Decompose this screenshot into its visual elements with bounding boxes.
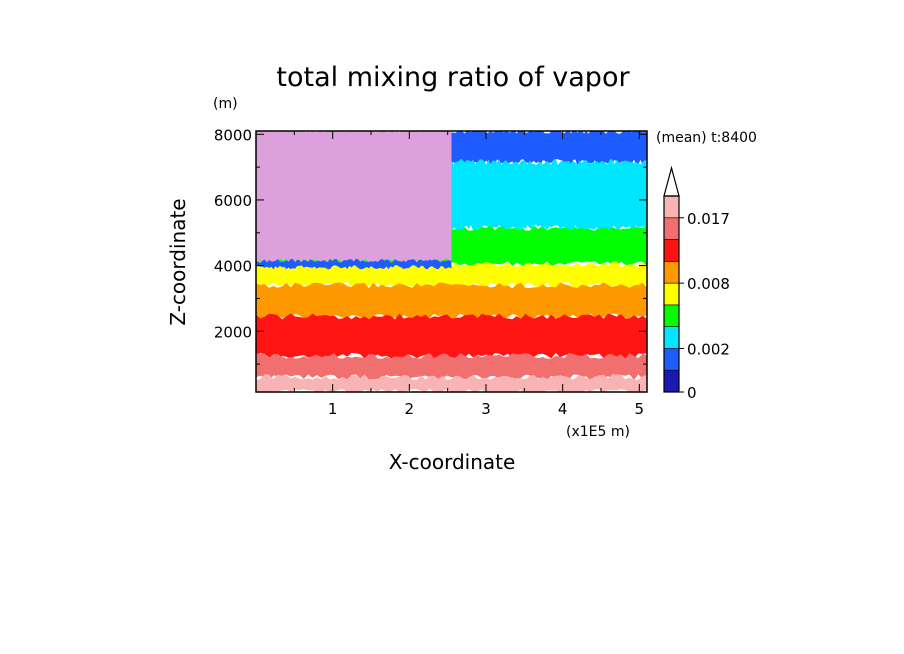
x-tick-label: 4 (558, 400, 568, 418)
colorbar-segment (663, 304, 680, 327)
contour-region (451, 159, 647, 231)
plot-area (256, 131, 647, 392)
contour-region (451, 131, 647, 166)
contour-band (256, 374, 647, 392)
contour-band (256, 282, 647, 320)
y-tick-label: 6000 (214, 192, 252, 210)
axes: 1 2 3 4 5 2000 4000 6000 8000 (214, 126, 648, 418)
y-units-label: (m) (213, 96, 238, 112)
contour-band (256, 313, 647, 359)
colorbar-segment (663, 282, 680, 306)
x-tick-label: 3 (481, 400, 491, 418)
contour-edge (256, 258, 452, 270)
x-axis-label: X-coordinate (389, 450, 516, 474)
colorbar-tick-label: 0.002 (687, 340, 730, 358)
colorbar-segment (663, 217, 680, 240)
y-axis-label: Z-coordinate (166, 198, 190, 325)
chart-title: total mixing ratio of vapor (276, 62, 630, 93)
x-units-label: (x1E5 m) (566, 424, 630, 440)
masked-region (256, 131, 452, 263)
colorbar-frame (663, 195, 680, 393)
annotation-text: (mean) t:8400 (656, 130, 757, 146)
contour-band (256, 261, 647, 289)
colorbar-segment (663, 326, 680, 349)
colorbar-segment (663, 195, 680, 219)
colorbar-tick-label: 0.017 (687, 210, 730, 228)
y-tick-label: 2000 (214, 323, 252, 341)
colorbar-tick-label: 0 (687, 384, 697, 402)
colorbar-segment (663, 348, 680, 371)
x-tick-label: 2 (405, 400, 415, 418)
plot-frame (255, 130, 648, 393)
y-tick-label: 4000 (214, 258, 252, 276)
x-tick-label: 5 (635, 400, 645, 418)
y-tick-label: 8000 (214, 126, 252, 144)
colorbar-segment (663, 239, 680, 262)
colorbar-tick-label: 0.008 (687, 275, 730, 293)
contour-band (256, 352, 647, 381)
colorbar-segment (663, 261, 680, 284)
colorbar-segment (663, 369, 680, 393)
colorbar: 0 0.002 0.008 0.017 (663, 165, 730, 402)
x-tick-label: 1 (328, 400, 338, 418)
